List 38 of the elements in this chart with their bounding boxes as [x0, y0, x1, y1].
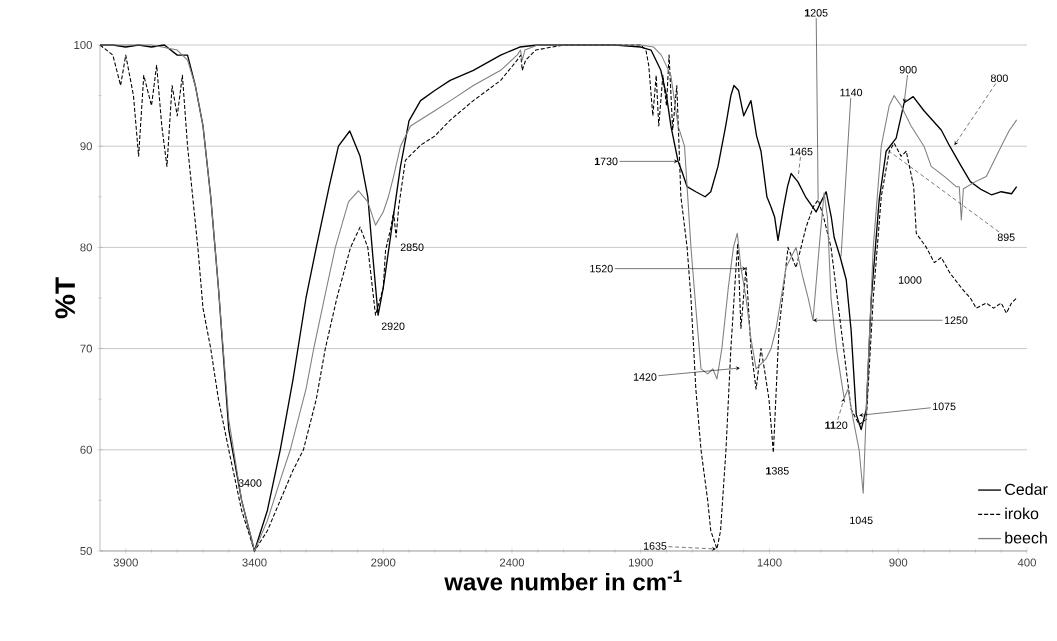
y-tick-label: 90 — [80, 142, 92, 151]
annotation: 1520 — [590, 264, 613, 273]
y-tick-label: 80 — [80, 243, 92, 252]
annotation: 1385 — [766, 467, 789, 475]
annotation: 2850 — [400, 243, 424, 252]
annotation: 900 — [899, 65, 917, 74]
annotation: 1120 — [825, 421, 848, 429]
annotation: 1205 — [804, 9, 828, 17]
annotation: 1000 — [898, 276, 922, 284]
legend-label: Cedar — [1005, 483, 1048, 496]
x-tick-label: 1400 — [757, 558, 782, 567]
annotation: 1140 — [840, 88, 863, 97]
annotation: 895 — [997, 233, 1015, 242]
annotation: 1250 — [944, 316, 968, 325]
annotation: 1045 — [850, 516, 873, 525]
annotation: 2920 — [381, 322, 405, 330]
y-tick-label: 50 — [80, 546, 92, 555]
annotation: 1075 — [933, 402, 956, 411]
y-tick-label: 60 — [80, 445, 92, 454]
x-axis-title: wave number in cm$^{-1}$ — [444, 570, 682, 591]
annotation: 1635 — [643, 542, 667, 550]
x-tick-label: 900 — [889, 558, 908, 567]
x-tick-label: 2400 — [499, 558, 525, 567]
x-tick-label: 2900 — [371, 558, 396, 567]
annotation: 1730 — [594, 157, 618, 166]
legend-label: iroko — [1005, 507, 1039, 520]
annotation: 1420 — [633, 373, 657, 381]
x-tick-label: 3400 — [242, 558, 267, 567]
y-tick-label: 100 — [74, 40, 92, 49]
y-tick-label: 70 — [80, 344, 92, 353]
annotation: 1465 — [790, 147, 813, 156]
x-tick-label: 1900 — [628, 558, 653, 567]
legend-label: beech — [1005, 531, 1047, 544]
x-tick-label: 400 — [1017, 558, 1036, 567]
y-axis-title: %T — [55, 277, 76, 319]
annotation: 800 — [990, 74, 1008, 82]
annotation: 3400 — [238, 479, 262, 487]
x-tick-label: 3900 — [113, 558, 138, 567]
